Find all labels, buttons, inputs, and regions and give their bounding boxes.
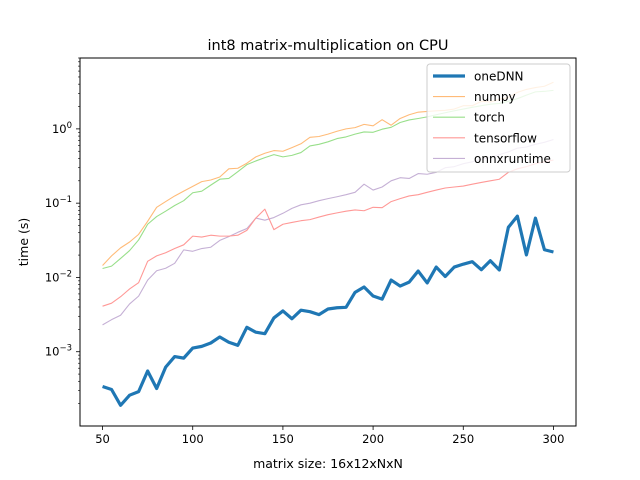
legend-frame [426, 63, 571, 173]
x-tick-label: 250 [452, 432, 474, 446]
legend-label-tensorflow: tensorflow [474, 131, 537, 145]
x-tick-label: 100 [182, 432, 204, 446]
x-tick-label: 150 [272, 432, 294, 446]
legend-entries: oneDNN numpy torch tensorflow onnxruntime [433, 70, 551, 166]
legend-label-oneDNN: oneDNN [474, 70, 524, 84]
y-tick-label: 10−1 [45, 195, 72, 210]
y-tick-label: 10−2 [45, 269, 72, 284]
legend-label-onnxruntime: onnxruntime [474, 152, 551, 166]
x-axis-label: matrix size: 16x12xNxN [253, 456, 403, 471]
series-lines [102, 81, 554, 407]
y-tick-label: 100 [52, 121, 72, 136]
chart-title: int8 matrix-multiplication on CPU [208, 38, 449, 54]
legend-label-numpy: numpy [474, 90, 516, 104]
x-tick-label: 200 [362, 432, 384, 446]
x-tick-label: 300 [542, 432, 564, 446]
legend: oneDNN numpy torch tensorflow onnxruntime [426, 63, 571, 173]
legend-label-torch: torch [474, 111, 505, 125]
y-axis: 10−3 10−2 10−1 100 [45, 57, 80, 404]
x-axis: 50 100 150 200 250 300 [95, 426, 564, 446]
series-line-oneDNN [102, 214, 554, 407]
y-axis-label: time (s) [16, 218, 31, 266]
x-tick-label: 50 [95, 432, 110, 446]
y-tick-label: 10−3 [45, 344, 72, 359]
series-line-tensorflow [102, 159, 554, 307]
